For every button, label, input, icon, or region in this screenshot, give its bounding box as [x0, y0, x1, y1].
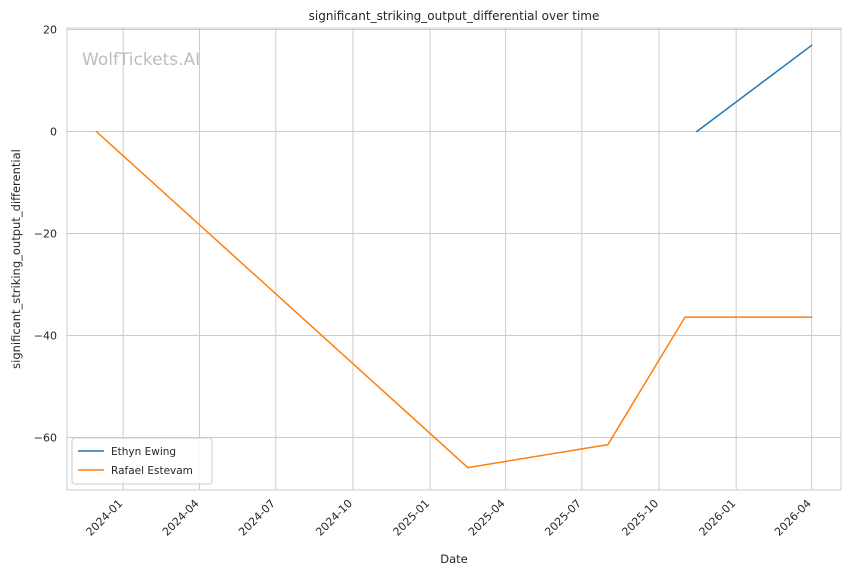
watermark: WolfTickets.AI [82, 50, 200, 70]
series-line-ethyn-ewing [696, 44, 813, 133]
legend-label: Ethyn Ewing [111, 446, 176, 458]
legend: Ethyn Ewing Rafael Estevam [71, 437, 213, 485]
series-lines [95, 44, 813, 469]
y-tick-label: −60 [34, 431, 57, 444]
y-tick-labels: 20 0 −20 −40 −60 [34, 24, 57, 445]
grid [67, 28, 841, 490]
y-axis-label: significant_striking_output_differential [9, 149, 23, 369]
plot-area-frame [66, 27, 842, 491]
legend-box [71, 437, 213, 485]
legend-label: Rafael Estevam [111, 465, 193, 477]
y-tick-label: 20 [43, 24, 57, 37]
series-line-rafael-estevam [95, 130, 813, 469]
y-tick-label: −20 [34, 228, 57, 241]
chart-title: significant_striking_output_differential… [309, 9, 600, 23]
y-tick-label: 0 [50, 126, 57, 139]
y-tick-label: −40 [34, 329, 57, 342]
x-axis-label: Date [440, 552, 468, 566]
